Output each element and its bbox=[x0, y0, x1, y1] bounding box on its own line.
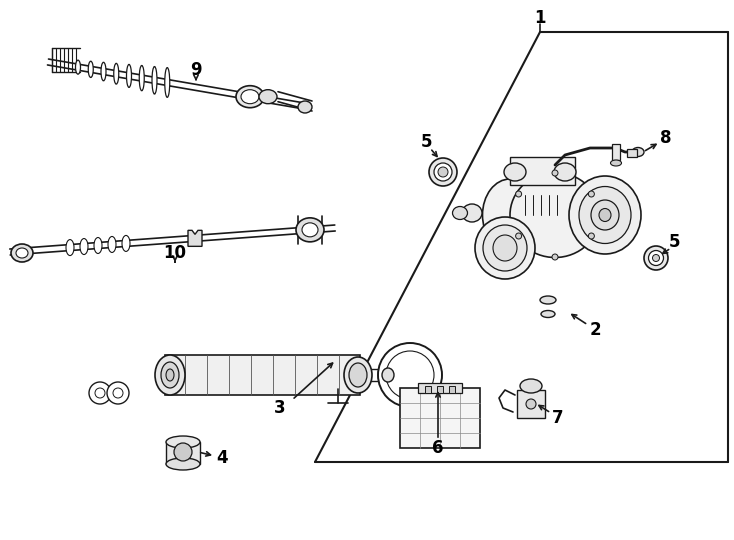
Ellipse shape bbox=[108, 237, 116, 253]
Text: 2: 2 bbox=[589, 321, 601, 339]
Circle shape bbox=[589, 191, 595, 197]
Bar bbox=[165, 355, 360, 395]
Ellipse shape bbox=[599, 208, 611, 221]
Circle shape bbox=[107, 382, 129, 404]
Ellipse shape bbox=[510, 172, 600, 258]
Ellipse shape bbox=[541, 310, 555, 318]
Text: 5: 5 bbox=[421, 133, 432, 151]
Circle shape bbox=[552, 170, 558, 176]
Bar bbox=[612, 144, 620, 160]
Ellipse shape bbox=[452, 206, 468, 219]
Ellipse shape bbox=[504, 163, 526, 181]
Ellipse shape bbox=[540, 296, 556, 304]
Ellipse shape bbox=[296, 218, 324, 242]
Ellipse shape bbox=[644, 246, 668, 270]
Ellipse shape bbox=[462, 204, 482, 222]
Ellipse shape bbox=[653, 254, 660, 261]
Ellipse shape bbox=[241, 90, 259, 104]
Ellipse shape bbox=[101, 62, 106, 81]
Text: 1: 1 bbox=[534, 9, 546, 27]
Text: 8: 8 bbox=[661, 129, 672, 147]
Ellipse shape bbox=[122, 235, 130, 252]
Ellipse shape bbox=[569, 176, 641, 254]
Ellipse shape bbox=[76, 60, 81, 74]
Ellipse shape bbox=[164, 68, 170, 97]
Text: 10: 10 bbox=[164, 244, 186, 262]
Ellipse shape bbox=[161, 362, 179, 388]
Ellipse shape bbox=[302, 223, 318, 237]
Circle shape bbox=[174, 443, 192, 461]
Text: 9: 9 bbox=[190, 61, 202, 79]
Bar bbox=[510, 157, 575, 185]
Circle shape bbox=[378, 343, 442, 407]
Ellipse shape bbox=[114, 63, 119, 84]
Ellipse shape bbox=[152, 66, 157, 94]
Ellipse shape bbox=[344, 357, 372, 393]
Ellipse shape bbox=[493, 235, 517, 261]
Circle shape bbox=[515, 233, 522, 239]
Text: 7: 7 bbox=[552, 409, 564, 427]
Ellipse shape bbox=[438, 167, 448, 177]
Ellipse shape bbox=[475, 217, 535, 279]
Ellipse shape bbox=[236, 86, 264, 107]
Text: 3: 3 bbox=[275, 399, 286, 417]
Ellipse shape bbox=[611, 160, 622, 166]
Ellipse shape bbox=[298, 101, 312, 113]
Ellipse shape bbox=[554, 163, 576, 181]
Ellipse shape bbox=[526, 399, 536, 409]
Bar bbox=[437, 386, 443, 393]
Ellipse shape bbox=[591, 200, 619, 230]
Bar bbox=[449, 386, 455, 393]
Ellipse shape bbox=[482, 179, 537, 251]
Text: 6: 6 bbox=[432, 439, 444, 457]
Bar bbox=[166, 442, 200, 464]
Bar bbox=[517, 390, 545, 418]
Bar bbox=[627, 149, 637, 157]
Ellipse shape bbox=[166, 436, 200, 448]
Ellipse shape bbox=[259, 90, 277, 104]
Circle shape bbox=[113, 388, 123, 398]
Ellipse shape bbox=[16, 248, 28, 258]
Ellipse shape bbox=[66, 240, 74, 255]
Ellipse shape bbox=[166, 369, 174, 381]
Bar bbox=[425, 386, 431, 393]
Ellipse shape bbox=[126, 64, 131, 87]
Ellipse shape bbox=[88, 61, 93, 77]
Ellipse shape bbox=[139, 65, 145, 91]
Circle shape bbox=[386, 351, 434, 399]
Ellipse shape bbox=[434, 163, 452, 181]
Circle shape bbox=[89, 382, 111, 404]
Ellipse shape bbox=[579, 186, 631, 244]
Ellipse shape bbox=[94, 238, 102, 253]
Circle shape bbox=[515, 191, 522, 197]
Ellipse shape bbox=[520, 379, 542, 393]
Polygon shape bbox=[188, 231, 202, 246]
Circle shape bbox=[95, 388, 105, 398]
Ellipse shape bbox=[429, 158, 457, 186]
Ellipse shape bbox=[80, 239, 88, 254]
Circle shape bbox=[589, 233, 595, 239]
Ellipse shape bbox=[649, 251, 664, 266]
Ellipse shape bbox=[632, 147, 644, 157]
Bar bbox=[418, 383, 462, 393]
Ellipse shape bbox=[382, 368, 394, 382]
Ellipse shape bbox=[155, 355, 185, 395]
Text: 5: 5 bbox=[668, 233, 680, 251]
Text: 4: 4 bbox=[217, 449, 228, 467]
Ellipse shape bbox=[349, 363, 367, 387]
Bar bbox=[400, 388, 480, 448]
Ellipse shape bbox=[11, 244, 33, 262]
Ellipse shape bbox=[166, 458, 200, 470]
Circle shape bbox=[552, 254, 558, 260]
Ellipse shape bbox=[483, 225, 527, 271]
